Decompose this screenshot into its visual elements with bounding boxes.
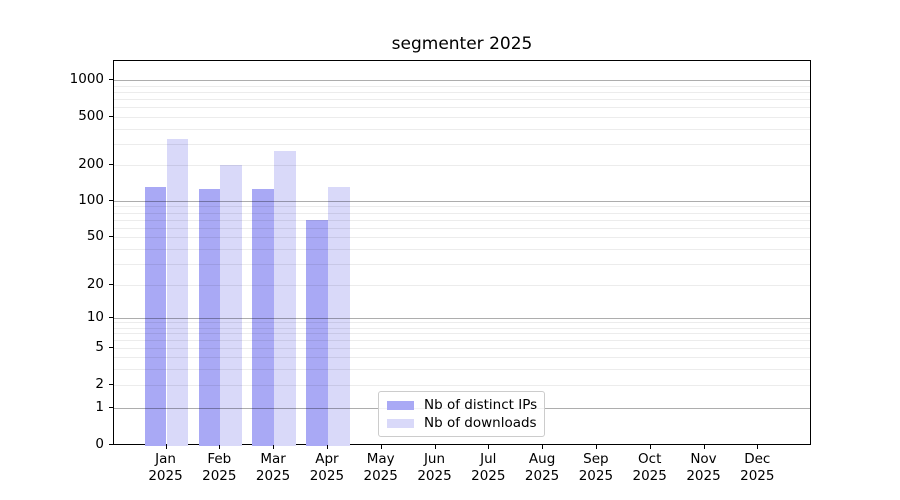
y-tick-mark [109,347,113,349]
gridline-minor [114,340,810,342]
gridline-minor [114,165,810,166]
bar-apr-downloads [327,187,350,446]
plot-area [113,60,811,446]
x-tick-mark [488,445,490,449]
x-tick-label-aug: Aug 2025 [524,451,560,484]
x-tick-label-jul: Jul 2025 [471,451,506,484]
gridline-minor [114,248,810,250]
x-tick-label-mar: Mar 2025 [255,451,291,484]
y-tick-label: 10 [86,308,104,325]
gridline-minor [114,85,810,87]
bar-mar-distinct-ips [252,189,275,446]
bar-feb-downloads [220,165,243,446]
y-tick-mark [109,444,113,445]
y-tick-label: 1 [95,398,104,415]
gridline-minor [114,327,810,329]
legend: Nb of distinct IPs Nb of downloads [378,391,545,437]
y-tick-label: 1000 [69,71,104,87]
gridline-major [114,80,810,81]
legend-label-downloads: Nb of downloads [424,415,537,431]
y-tick-mark [109,316,113,318]
x-tick-label-nov: Nov 2025 [686,451,721,484]
gridline-minor [114,227,810,229]
x-tick-label-may: May 2025 [363,451,398,484]
y-tick-mark [109,116,113,117]
gridline-minor [114,348,810,350]
y-tick-label: 5 [95,339,104,356]
gridline-minor [114,333,810,335]
legend-swatch-distinct-ips [387,400,414,410]
gridline-minor [114,322,810,324]
gridline-minor [114,128,810,130]
y-tick-mark [109,283,113,285]
x-tick-mark [757,445,759,449]
y-tick-label: 20 [86,275,104,292]
y-tick-mark [109,384,113,386]
y-tick-mark [109,164,113,165]
x-tick-label-jan: Jan 2025 [148,451,183,484]
x-tick-mark [434,445,436,449]
x-tick-label-apr: Apr 2025 [309,451,345,484]
gridline-minor [114,357,810,359]
x-tick-label-jun: Jun 2025 [417,451,452,484]
gridline-minor [114,368,810,370]
gridline-minor [114,237,810,238]
bar-jan-downloads [166,138,189,446]
legend-row-distinct-ips: Nb of distinct IPs [387,397,538,413]
y-tick-label: 100 [78,192,104,208]
x-tick-mark [595,445,597,449]
y-tick-mark [109,79,113,80]
x-tick-mark [649,445,651,449]
bar-jan-distinct-ips [144,187,167,446]
x-tick-mark [165,445,167,449]
gridline-minor [114,107,810,109]
x-tick-mark [380,445,382,449]
x-tick-mark [273,445,275,449]
x-tick-mark [326,445,328,449]
gridline-minor [114,385,810,387]
gridline-major [114,201,810,202]
y-tick-mark [109,236,113,237]
gridline-minor [114,206,810,208]
x-tick-label-oct: Oct 2025 [632,451,667,484]
y-tick-mark [109,200,113,201]
gridline-minor [114,143,810,145]
x-tick-label-dec: Dec 2025 [740,451,775,484]
x-tick-label-sep: Sep 2025 [578,451,614,484]
y-tick-label: 50 [86,228,104,244]
gridline-minor [114,212,810,214]
y-tick-mark [109,406,113,408]
legend-row-downloads: Nb of downloads [387,415,537,431]
gridline-minor [114,99,810,101]
gridline-minor [114,263,810,265]
chart-title: segmenter 2025 [391,34,533,54]
gridline-minor [114,91,810,93]
legend-swatch-downloads [387,418,414,428]
x-tick-mark [542,445,544,449]
gridline-minor [114,219,810,221]
gridline-minor [114,117,810,118]
gridline-minor [114,284,810,286]
y-tick-label: 500 [78,108,104,124]
bar-apr-distinct-ips [306,219,328,446]
y-tick-label: 2 [95,376,104,393]
x-tick-label-feb: Feb 2025 [202,451,237,484]
y-tick-label: 200 [78,156,104,172]
x-tick-mark [703,445,705,449]
x-tick-mark [219,445,221,449]
bar-mar-downloads [274,151,296,446]
gridline-major [114,317,810,319]
bar-feb-distinct-ips [198,189,221,446]
legend-label-distinct-ips: Nb of distinct IPs [424,397,538,413]
y-tick-label: 0 [95,436,104,452]
